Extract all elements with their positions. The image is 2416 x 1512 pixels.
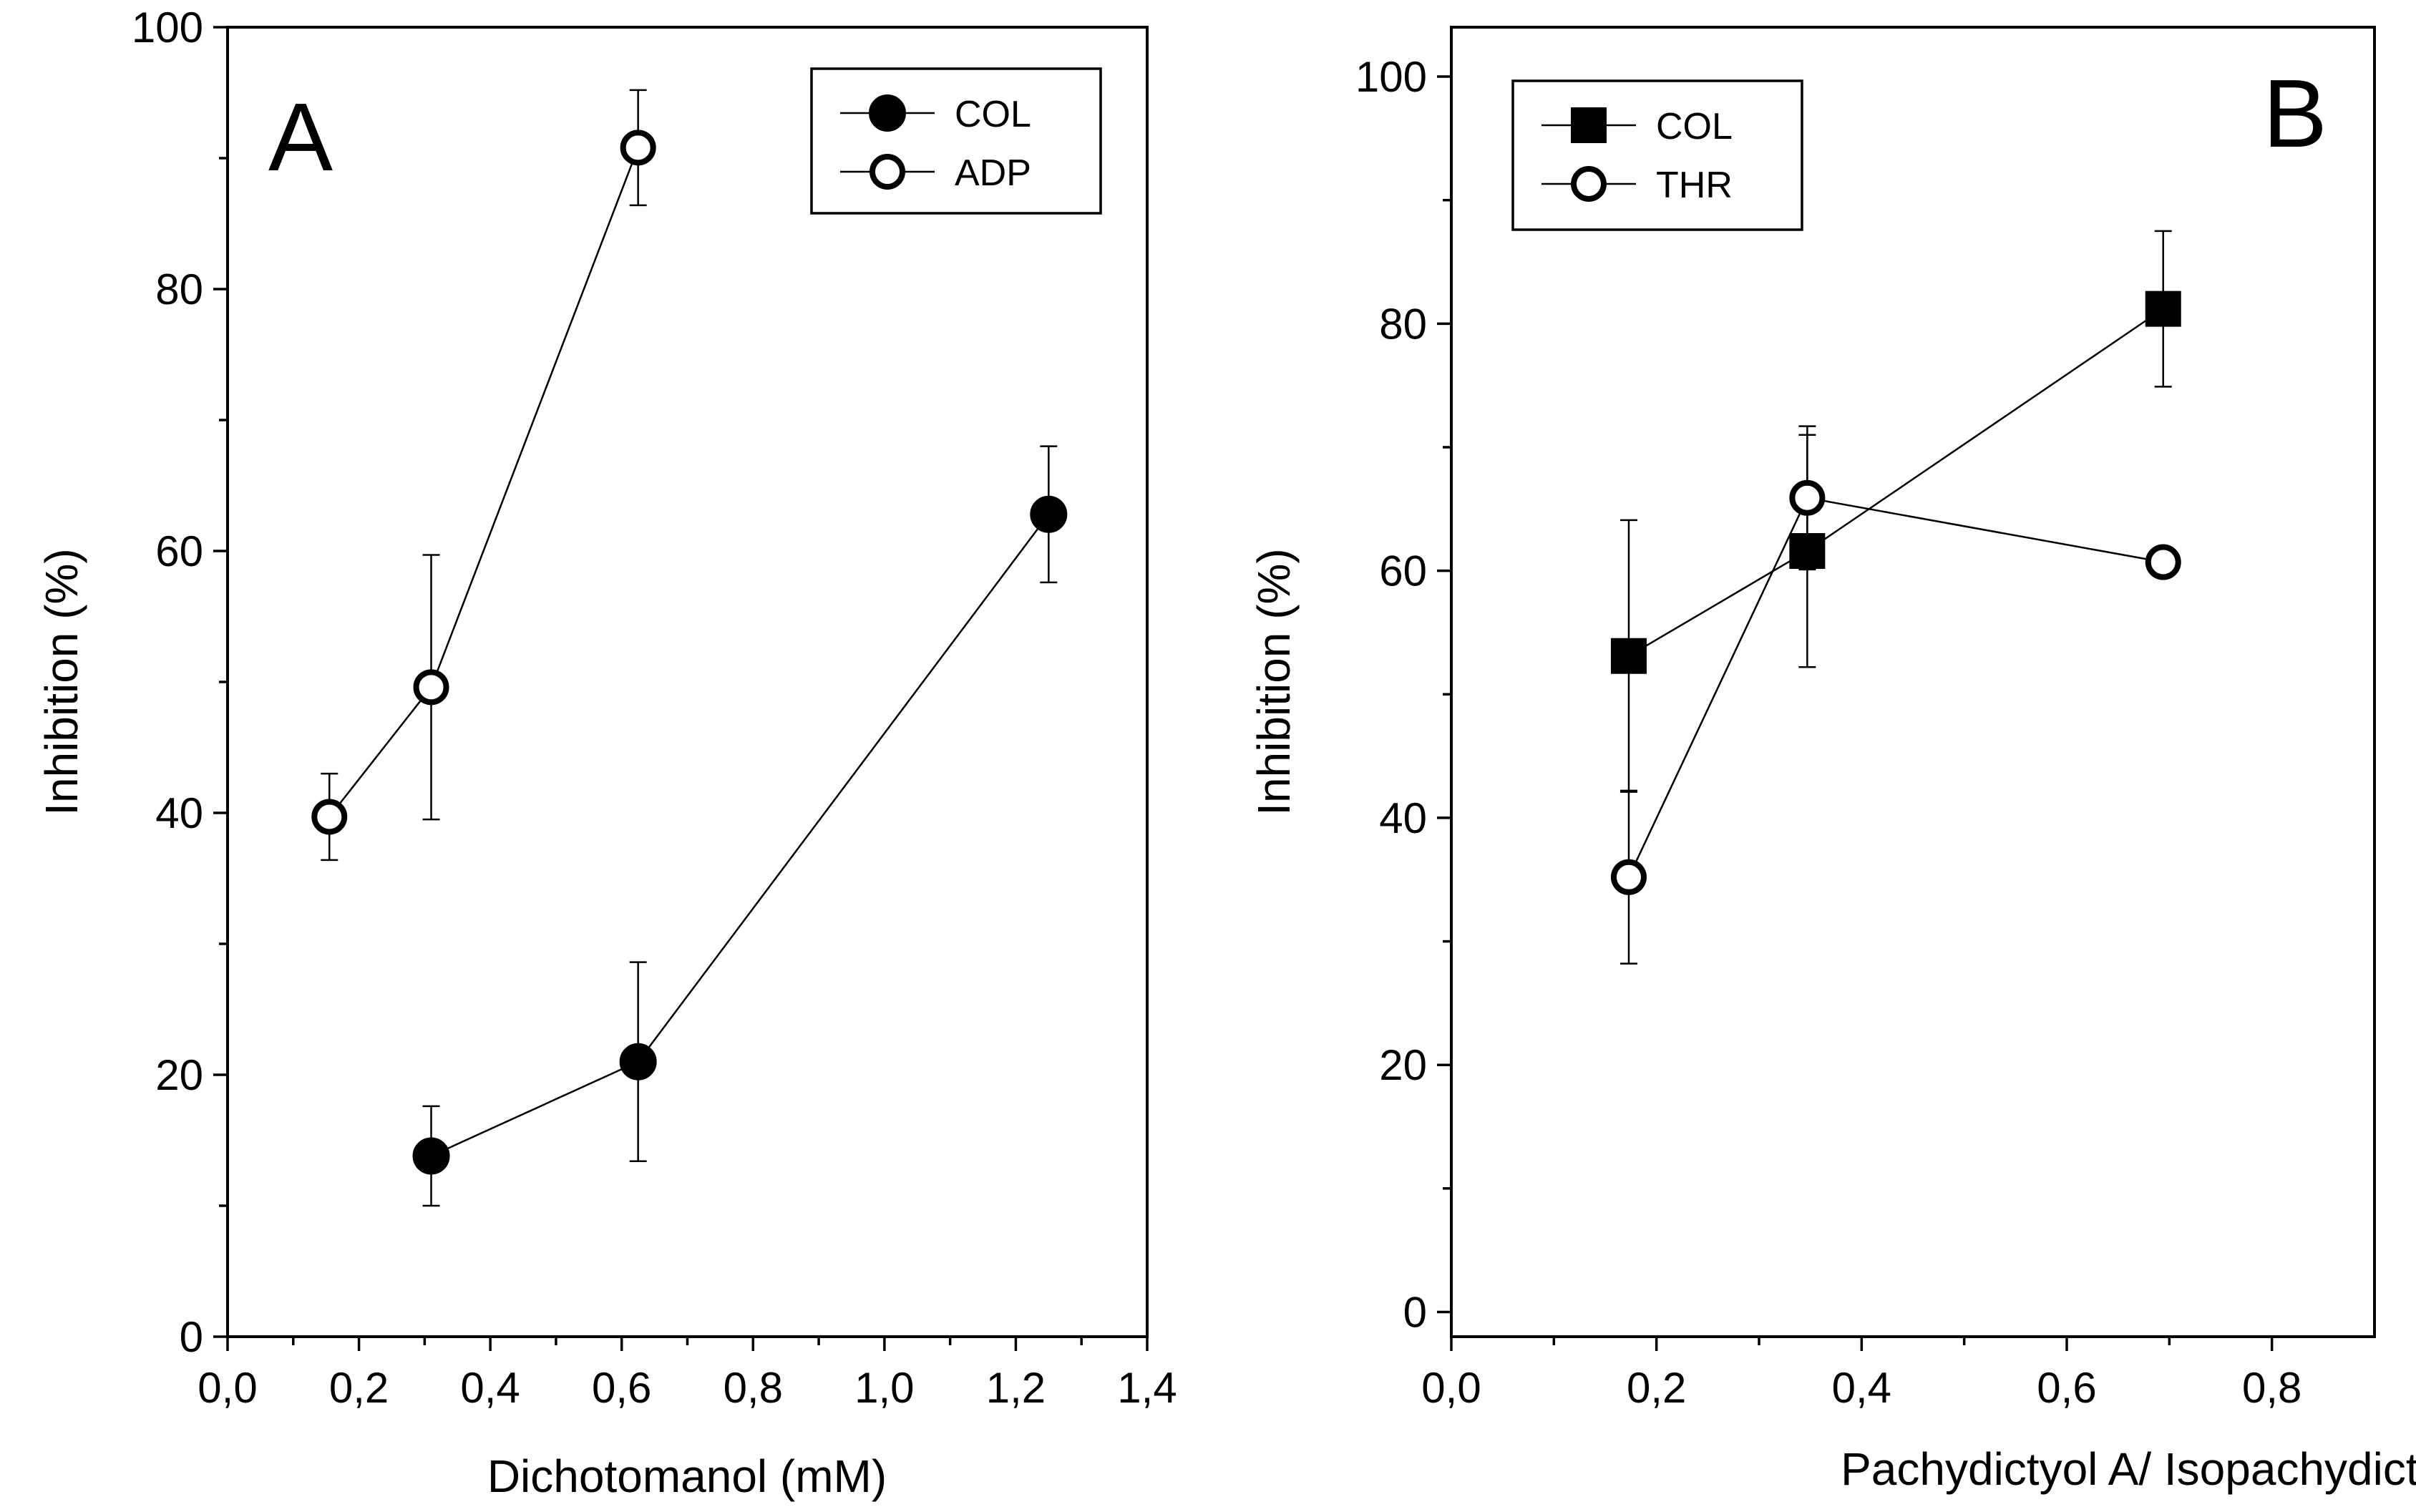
panel-b-panel-letter: B bbox=[2263, 59, 2327, 167]
panel-a-series-line bbox=[328, 147, 639, 818]
panel-b-series-col bbox=[1610, 230, 2181, 793]
panel-b-series-line bbox=[1628, 308, 2164, 657]
panel-a-x-tick-label: 0,2 bbox=[329, 1364, 389, 1412]
panel-b-data-point bbox=[1610, 638, 1647, 674]
panel-b-x-tick-label: 0,0 bbox=[1421, 1364, 1481, 1412]
panel-b-y-tick-label: 0 bbox=[1403, 1288, 1427, 1336]
panel-a-y-tick-label: 20 bbox=[155, 1051, 203, 1099]
panel-a-legend-label: COL bbox=[955, 94, 1031, 135]
panel-b-series-thr bbox=[1610, 425, 2181, 965]
panel-a-x-tick-label: 0,6 bbox=[592, 1364, 651, 1412]
panel-b-legend: COL THR bbox=[1511, 79, 1803, 231]
panel-b-y-tick-label: 100 bbox=[1355, 53, 1427, 101]
panel-a-data-point bbox=[620, 130, 656, 166]
panel-a-series-adp bbox=[311, 89, 656, 862]
panel-a-y-tick-label: 40 bbox=[155, 789, 203, 837]
panel-a-y-tick-label: 100 bbox=[132, 4, 203, 52]
panel-a-x-axis-label: Dichotomanol (mM) bbox=[487, 1450, 887, 1502]
panel-b-y-tick-label: 40 bbox=[1379, 794, 1427, 842]
panel-b-x-tick-label: 0,2 bbox=[1627, 1364, 1686, 1412]
panel-a-y-tick-label: 80 bbox=[155, 265, 203, 313]
panel-b-y-tick-label: 20 bbox=[1379, 1041, 1427, 1089]
panel-a-legend-marker bbox=[869, 94, 906, 132]
panel-a-data-point bbox=[1030, 495, 1068, 533]
panel-b-y-axis-label: Inhibition (%) bbox=[1248, 548, 1300, 816]
panel-a-x-tick-label: 1,0 bbox=[854, 1364, 914, 1412]
panel-b-legend-box bbox=[1511, 79, 1803, 231]
panel-a-y-tick-label: 0 bbox=[180, 1313, 203, 1361]
panel-b-data-point bbox=[2145, 544, 2181, 580]
panel-b-y-tick-label: 60 bbox=[1379, 547, 1427, 595]
panel-b-data-point bbox=[1789, 479, 1826, 516]
panel-a-x-tick-label: 0,8 bbox=[724, 1364, 783, 1412]
panel-a-legend-box bbox=[810, 67, 1102, 215]
panel-b-plot-frame bbox=[1450, 26, 2376, 1338]
panel-a-series-col bbox=[412, 445, 1068, 1207]
panel-b-data-point bbox=[1610, 859, 1647, 895]
panel-a-x-tick-label: 1,2 bbox=[986, 1364, 1046, 1412]
panel-b-x-tick-label: 0,4 bbox=[1832, 1364, 1891, 1412]
panel-a-legend-label: ADP bbox=[955, 152, 1031, 194]
panel-a-data-point bbox=[413, 669, 449, 706]
panel-a-legend: COL ADP bbox=[810, 67, 1102, 215]
panel-a-y-axis-label: Inhibition (%) bbox=[36, 548, 87, 816]
panel-b-y-tick-label: 80 bbox=[1379, 300, 1427, 348]
panel-a-plot-frame bbox=[226, 26, 1149, 1338]
panel-a-legend-marker bbox=[870, 154, 905, 190]
panel-b-legend-label: THR bbox=[1656, 165, 1733, 206]
panel-b-legend-label: COL bbox=[1656, 106, 1733, 147]
panel-b-x-axis-label: Pachydictyol A/ Isopachydictyol A (mM) bbox=[1841, 1443, 2416, 1495]
panel-b-legend-marker bbox=[1571, 107, 1607, 143]
panel-b-chart: 0,0 0,2 0,4 0,6 0,8 0 20 40 60 80 100 Pachydictyol … bbox=[1248, 26, 2416, 1495]
panel-a-data-point bbox=[619, 1043, 657, 1081]
panel-a-x-tick-label: 1,4 bbox=[1117, 1364, 1177, 1412]
panel-b-series-line bbox=[1627, 497, 2163, 878]
panel-b-x-tick-label: 0,8 bbox=[2242, 1364, 2301, 1412]
panel-a-y-tick-label: 60 bbox=[155, 527, 203, 575]
panel-a-data-point bbox=[311, 799, 348, 835]
panel-a-panel-letter: A bbox=[268, 83, 333, 191]
panel-a-x-tick-label: 0,0 bbox=[198, 1364, 257, 1412]
panel-a-x-tick-label: 0,4 bbox=[460, 1364, 520, 1412]
panel-a-chart: 0,0 0,2 0,4 0,6 0,8 1,0 1,2 1,4 0 20 40 60 80 100 Dich… bbox=[36, 4, 1177, 1502]
panel-b-x-tick-label: 0,6 bbox=[2037, 1364, 2096, 1412]
panel-b-data-point bbox=[2145, 291, 2181, 327]
panel-a-series-line bbox=[431, 514, 1050, 1157]
panel-b-legend-marker bbox=[1571, 166, 1607, 202]
panel-a-data-point bbox=[412, 1137, 450, 1175]
